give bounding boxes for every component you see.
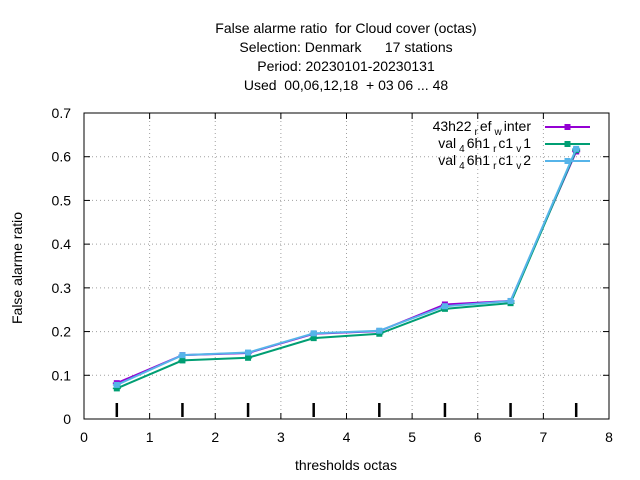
x-tick-label: 7	[539, 429, 547, 445]
y-tick-label: 0.3	[52, 280, 72, 296]
grid	[84, 113, 609, 419]
threshold-marks	[115, 403, 578, 417]
chart-title-line: Period: 20230101-20230131	[257, 58, 435, 74]
y-tick-label: 0	[63, 411, 71, 427]
x-tick-label: 3	[277, 429, 285, 445]
chart-title: False alarme ratio for Cloud cover (octa…	[215, 20, 476, 93]
x-axis-ticks: 0 1 2 3 4 5 6 7 8	[80, 113, 613, 445]
chart-title-line: Selection: Denmark 17 stations	[239, 39, 452, 55]
x-tick-label: 2	[211, 429, 219, 445]
legend-label: val 4 6h1 r c1 v 1	[438, 135, 531, 155]
legend-swatch-marker	[564, 141, 571, 147]
y-tick-label: 0.5	[52, 192, 72, 208]
legend-swatch-marker	[564, 158, 571, 164]
legend-label: val 4 6h1 r c1 v 2	[438, 152, 531, 172]
x-tick-label: 1	[146, 429, 154, 445]
y-tick-label: 0.1	[52, 367, 72, 383]
chart-title-line: Used 00,06,12,18 + 03 06 ... 48	[244, 77, 449, 93]
x-tick-label: 8	[605, 429, 613, 445]
y-tick-label: 0.6	[52, 149, 72, 165]
x-tick-label: 0	[80, 429, 88, 445]
series-line	[116, 148, 578, 386]
x-tick-label: 6	[474, 429, 482, 445]
y-tick-label: 0.2	[52, 324, 72, 340]
chart-title-line: False alarme ratio for Cloud cover (octa…	[215, 20, 476, 36]
y-axis-label: False alarme ratio	[9, 212, 25, 324]
y-tick-label: 0.4	[52, 236, 72, 252]
series-line	[116, 149, 578, 390]
series-3	[112, 145, 581, 388]
x-tick-label: 5	[408, 429, 416, 445]
x-axis-label: thresholds octas	[295, 457, 397, 473]
plot-border	[83, 112, 610, 420]
legend-label: 43h22 r ef w inter	[433, 118, 532, 138]
series-line	[116, 151, 578, 385]
series-lines	[112, 145, 581, 392]
x-tick-label: 4	[343, 429, 351, 445]
series-1	[112, 148, 581, 387]
legend-swatch-marker	[564, 124, 571, 130]
y-axis-ticks: 0 0.1 0.2 0.3 0.4 0.5 0.6 0.7	[52, 105, 609, 427]
y-tick-label: 0.7	[52, 105, 72, 121]
